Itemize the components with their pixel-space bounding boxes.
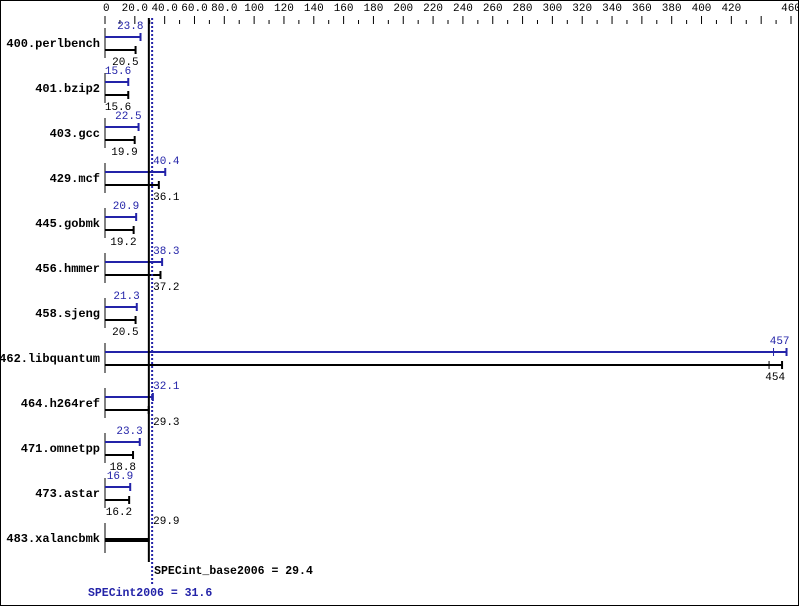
peak-value-label: 23.8 bbox=[117, 21, 143, 33]
base-value-label: 36.1 bbox=[153, 192, 180, 204]
tick-label: 20.0 bbox=[122, 3, 148, 15]
tick-label: 40.0 bbox=[151, 3, 177, 15]
tick-label: 240 bbox=[453, 3, 473, 15]
benchmark-row: 401.bzip2 15.6 15.6 bbox=[35, 66, 131, 114]
peak-value-label: 15.6 bbox=[105, 66, 131, 78]
tick-label: 420 bbox=[721, 3, 741, 15]
base-value-label: 454 bbox=[765, 372, 785, 384]
tick-label: 60.0 bbox=[181, 3, 207, 15]
base-value-label: 20.5 bbox=[112, 57, 138, 69]
benchmark-row: 403.gcc 22.5 19.9 bbox=[50, 111, 142, 159]
benchmark-row: 400.perlbench 23.8 20.5 bbox=[6, 21, 143, 69]
x-axis: 0 20.0 40.0 60.0 80.0 100 120 140 160 180 200 220 24… bbox=[103, 3, 799, 24]
base-value-label: 29.3 bbox=[153, 417, 179, 429]
tick-label: 460 bbox=[781, 3, 799, 15]
tick-label: 380 bbox=[662, 3, 682, 15]
tick-label: 140 bbox=[304, 3, 324, 15]
benchmark-label: 429.mcf bbox=[50, 172, 100, 186]
benchmark-label: 462.libquantum bbox=[0, 352, 100, 366]
benchmark-row: 445.gobmk 20.9 19.2 bbox=[35, 201, 139, 249]
benchmark-label: 473.astar bbox=[35, 487, 100, 501]
tick-label: 360 bbox=[632, 3, 652, 15]
benchmark-row: 471.omnetpp 23.3 18.8 bbox=[21, 426, 143, 474]
benchmark-label: 403.gcc bbox=[50, 127, 100, 141]
tick-label: 200 bbox=[393, 3, 413, 15]
tick-label: 100 bbox=[244, 3, 264, 15]
tick-label: 220 bbox=[423, 3, 443, 15]
benchmark-label: 445.gobmk bbox=[35, 217, 100, 231]
benchmark-row: 458.sjeng 21.3 20.5 bbox=[35, 291, 140, 339]
benchmark-label: 401.bzip2 bbox=[35, 82, 100, 96]
base-value-label: 29.9 bbox=[153, 516, 179, 528]
tick-label: 300 bbox=[542, 3, 562, 15]
peak-value-label: 20.9 bbox=[113, 201, 139, 213]
tick-label: 260 bbox=[483, 3, 503, 15]
peak-value-label: 32.1 bbox=[153, 381, 180, 393]
tick-label: 80.0 bbox=[211, 3, 237, 15]
base-value-label: 19.2 bbox=[110, 237, 136, 249]
tick-label: 160 bbox=[334, 3, 354, 15]
benchmark-row: 456.hmmer 38.3 37.2 bbox=[35, 246, 179, 294]
tick-label: 400 bbox=[692, 3, 712, 15]
tick-label: 280 bbox=[513, 3, 533, 15]
benchmark-row: 429.mcf 40.4 36.1 bbox=[50, 156, 180, 204]
peak-value-label: 21.3 bbox=[113, 291, 139, 303]
benchmark-label: 464.h264ref bbox=[21, 397, 100, 411]
peak-value-label: 40.4 bbox=[153, 156, 180, 168]
peak-metric-label: SPECint2006 = 31.6 bbox=[88, 587, 212, 600]
peak-value-label: 16.9 bbox=[107, 471, 133, 483]
base-value-label: 16.2 bbox=[106, 507, 132, 519]
base-value-label: 18.8 bbox=[110, 462, 136, 474]
base-value-label: 19.9 bbox=[111, 147, 137, 159]
benchmark-row: 462.libquantum 457 454 bbox=[0, 336, 790, 384]
benchmark-row: 464.h264ref 32.1 29.3 bbox=[21, 381, 180, 429]
benchmark-label: 456.hmmer bbox=[35, 262, 100, 276]
benchmark-label: 400.perlbench bbox=[6, 37, 100, 51]
tick-label: 340 bbox=[602, 3, 622, 15]
tick-label: 320 bbox=[572, 3, 592, 15]
peak-value-label: 23.3 bbox=[116, 426, 142, 438]
benchmark-label: 471.omnetpp bbox=[21, 442, 100, 456]
base-value-label: 37.2 bbox=[153, 282, 179, 294]
benchmark-row: 473.astar 16.9 16.2 bbox=[35, 471, 133, 519]
benchmark-label: 483.xalancbmk bbox=[6, 532, 100, 546]
base-value-label: 20.5 bbox=[112, 327, 138, 339]
tick-label: 180 bbox=[364, 3, 384, 15]
tick-label: 0 bbox=[103, 3, 110, 15]
peak-value-label: 22.5 bbox=[115, 111, 141, 123]
tick-label: 120 bbox=[274, 3, 294, 15]
peak-value-label: 38.3 bbox=[153, 246, 179, 258]
benchmark-rows: 400.perlbench23.820.5401.bzip215.615.640… bbox=[0, 21, 790, 553]
peak-value-label: 457 bbox=[770, 336, 790, 348]
base-value-label: 15.6 bbox=[105, 102, 131, 114]
benchmark-label: 458.sjeng bbox=[35, 307, 100, 321]
benchmark-row: 483.xalancbmk 29.9 bbox=[6, 516, 180, 553]
base-metric-label: SPECint_base2006 = 29.4 bbox=[154, 565, 313, 578]
